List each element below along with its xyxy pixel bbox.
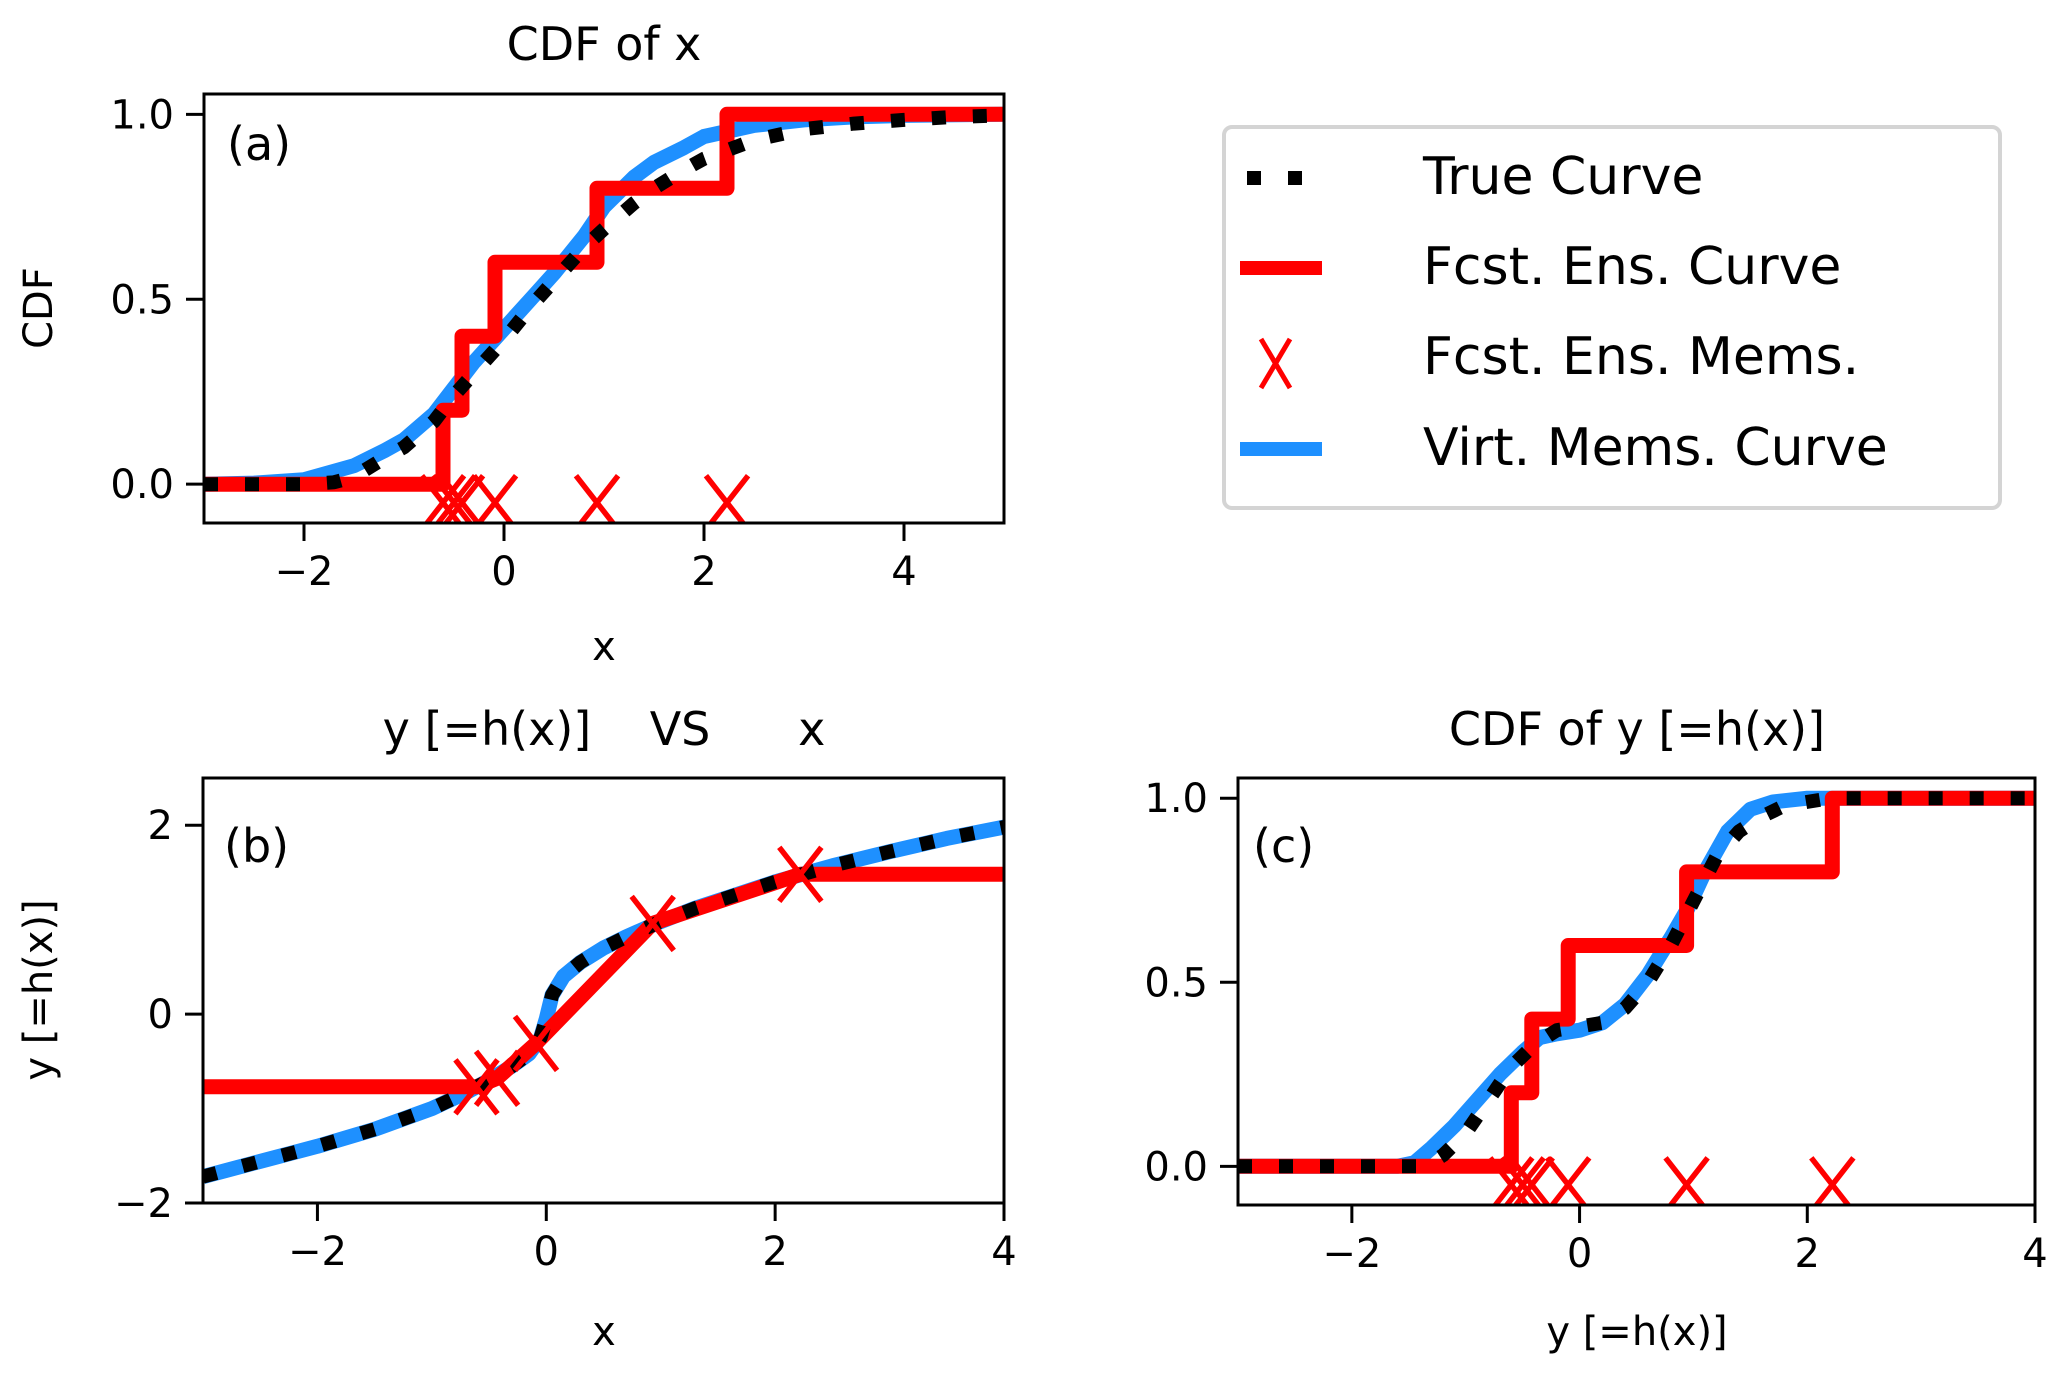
series-virt-mems-curve xyxy=(204,106,1004,492)
panel-a-label: (a) xyxy=(227,117,291,171)
x-marker xyxy=(1809,1156,1856,1205)
panel-c-cdf-of-y: CDF of y [=h(x)] y [=h(x)] (c) −2 0 2 40.00… xyxy=(1144,702,2047,1355)
y-axis: 0.0 0.5 1.0 xyxy=(110,92,204,508)
y-axis: −2 0 2 xyxy=(114,803,203,1227)
x-axis: −2 0 2 4 xyxy=(1322,1205,2048,1277)
x-axis: −2 0 2 4 xyxy=(288,1203,1017,1275)
x-tick-label: 4 xyxy=(991,1229,1016,1275)
legend-entry-fcst-ens-mems: Fcst. Ens. Mems. xyxy=(1258,327,1859,390)
x-marker xyxy=(1499,1156,1546,1205)
x-marker xyxy=(1488,1156,1535,1205)
y-tick-label: 0.5 xyxy=(1144,960,1208,1006)
x-tick-label: 0 xyxy=(491,549,516,595)
x-tick-label: −2 xyxy=(288,1229,347,1275)
x-marker xyxy=(471,473,519,523)
x-marker xyxy=(629,894,676,953)
x-marker xyxy=(777,845,824,904)
legend-label: Virt. Mems. Curve xyxy=(1423,418,1888,478)
panel-b-y-vs-x: y [=h(x)] VS x y [=h(x)] x (b) −2 0 2 4 −2 0 2 xyxy=(16,702,1017,1355)
series-true-curve xyxy=(204,108,1004,492)
panel-c-title: CDF of y [=h(x)] xyxy=(1449,702,1825,756)
y-tick-label: 0.0 xyxy=(110,462,174,508)
x-tick-label: 0 xyxy=(1567,1231,1592,1277)
axes-frame xyxy=(201,776,1006,1205)
series-true-curve xyxy=(1238,791,2035,1174)
x-marker xyxy=(1663,1156,1710,1205)
x-tick-label: 4 xyxy=(2022,1231,2047,1277)
series-fcst-ens-mems xyxy=(453,845,824,1116)
legend-entry-fcst-ens-curve: Fcst. Ens. Curve xyxy=(1240,237,1841,297)
panel-b-label: (b) xyxy=(224,819,289,873)
panel-b-xlabel: x xyxy=(592,1309,616,1355)
x-tick-label: −2 xyxy=(1322,1231,1381,1277)
series-fcst-ens-curve xyxy=(204,106,1004,492)
x-tick-label: 2 xyxy=(762,1229,787,1275)
x-marker xyxy=(1544,1156,1592,1205)
x-axis: −2 0 2 4 xyxy=(275,523,917,595)
legend-entry-true-curve: True Curve xyxy=(1247,147,1703,207)
y-tick-label: 1.0 xyxy=(110,92,174,138)
x-marker xyxy=(438,473,486,523)
panel-a-title: CDF of x xyxy=(507,17,702,71)
y-tick-label: 0.5 xyxy=(110,277,174,323)
panel-b-title: y [=h(x)] VS x xyxy=(383,702,826,756)
x-marker xyxy=(430,473,478,523)
panel-a-xlabel: x xyxy=(592,624,616,670)
x-tick-label: 0 xyxy=(534,1229,559,1275)
y-tick-label: −2 xyxy=(114,1181,173,1227)
y-tick-label: 2 xyxy=(148,803,173,849)
x-marker xyxy=(1508,1156,1555,1205)
legend-label: True Curve xyxy=(1422,147,1703,207)
panel-c-xlabel: y [=h(x)] xyxy=(1546,1309,1727,1355)
y-tick-label: 1.0 xyxy=(1144,776,1208,822)
legend-x-marker-icon xyxy=(1258,337,1293,390)
axes-frame xyxy=(202,92,1006,525)
legend-entry-virt-mems-curve: Virt. Mems. Curve xyxy=(1240,418,1888,478)
panel-b-ylabel: y [=h(x)] xyxy=(16,899,62,1080)
panel-c-label: (c) xyxy=(1253,819,1314,873)
x-marker xyxy=(512,1014,560,1073)
legend-label: Fcst. Ens. Curve xyxy=(1423,237,1841,297)
x-tick-label: 4 xyxy=(891,549,916,595)
legend: True Curve Fcst. Ens. Curve Fcst. Ens. M… xyxy=(1222,125,2002,510)
series-virt-mems-curve xyxy=(1238,790,2035,1174)
plot-area xyxy=(204,106,1004,523)
series-fcst-ens-curve xyxy=(203,866,1004,1095)
y-tick-label: 0.0 xyxy=(1144,1144,1208,1190)
legend-frame xyxy=(1222,125,2002,510)
x-tick-label: 2 xyxy=(691,549,716,595)
y-axis: 0.0 0.5 1.0 xyxy=(1144,776,1238,1190)
panel-a-ylabel: CDF xyxy=(16,267,62,349)
y-tick-label: 0 xyxy=(148,992,173,1038)
series-fcst-ens-mems xyxy=(419,473,751,523)
panel-a-cdf-of-x: CDF of x CDF x (a) −2 0 2 4 0.0 0.5 1.0 xyxy=(16,17,1006,670)
axes-frame xyxy=(1236,776,2037,1207)
plot-area xyxy=(203,819,1004,1184)
series-fcst-ens-mems xyxy=(1488,1156,1856,1205)
x-marker xyxy=(703,473,751,523)
x-marker xyxy=(473,1049,521,1108)
x-tick-label: 2 xyxy=(1795,1231,1820,1277)
x-marker xyxy=(419,473,467,523)
plot-area xyxy=(1238,790,2035,1205)
legend-label: Fcst. Ens. Mems. xyxy=(1423,327,1859,387)
x-marker xyxy=(573,473,621,523)
x-tick-label: −2 xyxy=(275,549,334,595)
series-fcst-ens-curve xyxy=(1238,790,2035,1174)
